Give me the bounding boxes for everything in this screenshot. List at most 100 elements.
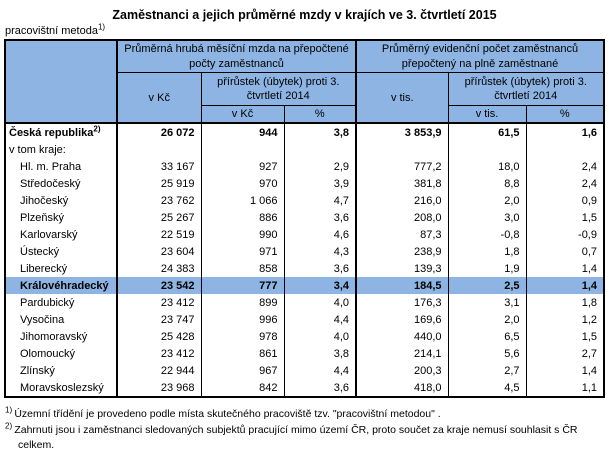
header-wage-change-kc: v Kč <box>200 105 285 124</box>
region-label: Jihomoravský <box>4 328 118 346</box>
value-cell: 1,4 <box>525 277 605 295</box>
value-cell: 200,3 <box>355 362 449 380</box>
value-cell: 1,1 <box>525 379 605 398</box>
value-cell: 440,0 <box>355 328 449 346</box>
footnote: 1) Územní třídění je provedeno podle mís… <box>5 405 441 421</box>
value-cell: 2,0 <box>447 311 527 329</box>
value-cell: 25 428 <box>116 328 202 346</box>
value-cell: 381,8 <box>355 175 449 193</box>
header-count-tis: v tis. <box>355 72 449 124</box>
value-cell: 1,5 <box>525 209 605 227</box>
value-cell: 176,3 <box>355 294 449 312</box>
value-cell <box>200 141 285 159</box>
value-cell: 1,8 <box>525 294 605 312</box>
header-row-change-units: v Kč % v tis. % <box>5 105 605 124</box>
header-count-change: přírůstek (úbytek) proti 3. čtvrtletí 20… <box>447 72 605 106</box>
value-cell: 1,4 <box>525 260 605 278</box>
value-cell: 1,8 <box>447 243 527 261</box>
header-wage-kc: v Kč <box>116 72 202 124</box>
table-row: Ústecký 23 604 971 4,3 238,9 1,8 0,7 <box>4 243 605 261</box>
value-cell: 6,5 <box>447 328 527 346</box>
footnote: 2) Zahrnuti jsou i zaměstnanci sledovaný… <box>5 421 578 451</box>
value-cell: 169,6 <box>355 311 449 329</box>
value-cell: 4,3 <box>283 243 357 261</box>
value-cell: 1,2 <box>525 311 605 329</box>
value-cell: 2,4 <box>525 158 605 176</box>
group-header-employees: Průměrný evidenční počet zaměstnanců pře… <box>355 39 605 73</box>
footnote-ref: 1) <box>5 405 15 415</box>
region-column-header <box>4 39 118 124</box>
region-label: Pardubický <box>4 294 118 312</box>
subtitle-text: pracovištní metoda <box>5 25 98 37</box>
value-cell <box>116 141 202 159</box>
value-cell: 3,1 <box>447 294 527 312</box>
header-count-change-pct: % <box>525 105 605 124</box>
value-cell: 978 <box>200 328 285 346</box>
value-cell: 2,7 <box>525 345 605 363</box>
table-row: Plzeňský 25 267 886 3,6 208,0 3,0 1,5 <box>4 209 605 227</box>
value-cell: 418,0 <box>355 379 449 398</box>
value-cell: 842 <box>200 379 285 398</box>
value-cell: 2,7 <box>447 362 527 380</box>
page-title: Zaměstnanci a jejich průměrné mzdy v kra… <box>112 8 497 22</box>
value-cell: 971 <box>200 243 285 261</box>
wages-table: Průměrná hrubá měsíční mzda na přepočten… <box>4 39 605 399</box>
region-label: Olomoucký <box>4 345 118 363</box>
value-cell: -0,9 <box>525 226 605 244</box>
region-label: Jihočeský <box>4 192 118 210</box>
header-wage-change-pct: % <box>283 105 357 124</box>
table-row: Jihomoravský 25 428 978 4,0 440,0 6,5 1,5 <box>4 328 605 346</box>
value-cell: 944 <box>200 123 285 142</box>
value-cell: 22 519 <box>116 226 202 244</box>
table-row: Karlovarský 22 519 990 4,6 87,3 -0,8 -0,9 <box>4 226 605 244</box>
value-cell: 23 747 <box>116 311 202 329</box>
value-cell: 970 <box>200 175 285 193</box>
value-cell: 26 072 <box>116 123 202 142</box>
value-cell: 61,5 <box>447 123 527 142</box>
region-label: Karlovarský <box>4 226 118 244</box>
value-cell: 87,3 <box>355 226 449 244</box>
table-header: Průměrná hrubá měsíční mzda na přepočten… <box>4 39 605 124</box>
value-cell <box>283 141 357 159</box>
value-cell: 990 <box>200 226 285 244</box>
subtitle-footnote-ref: 1) <box>97 22 106 32</box>
value-cell: 23 762 <box>116 192 202 210</box>
value-cell: 1,9 <box>447 260 527 278</box>
value-cell: 777 <box>200 277 285 295</box>
value-cell: 25 919 <box>116 175 202 193</box>
value-cell: 858 <box>200 260 285 278</box>
value-cell: -0,8 <box>447 226 527 244</box>
value-cell: 0,9 <box>525 192 605 210</box>
table-row: Vysočina 23 747 996 4,4 169,6 2,0 1,2 <box>4 311 605 329</box>
value-cell: 4,6 <box>283 226 357 244</box>
header-row-units: v Kč přírůstek (úbytek) proti 3. čtvrtle… <box>5 72 605 124</box>
value-cell: 861 <box>200 345 285 363</box>
region-label: Plzeňský <box>4 209 118 227</box>
value-cell: 3,6 <box>283 260 357 278</box>
table-row: Pardubický 23 412 899 4,0 176,3 3,1 1,8 <box>4 294 605 312</box>
value-cell: 0,7 <box>525 243 605 261</box>
value-cell: 3,9 <box>283 175 357 193</box>
value-cell: 3,8 <box>283 123 357 142</box>
value-cell: 1,4 <box>525 362 605 380</box>
value-cell: 3,6 <box>283 379 357 398</box>
value-cell: 2,9 <box>283 158 357 176</box>
value-cell: 23 968 <box>116 379 202 398</box>
value-cell: 23 412 <box>116 345 202 363</box>
footnote-ref: 2) <box>93 124 101 134</box>
value-cell: 139,3 <box>355 260 449 278</box>
value-cell: 23 604 <box>116 243 202 261</box>
table-row: Olomoucký 23 412 861 3,8 214,1 5,6 2,7 <box>4 345 605 363</box>
value-cell: 5,6 <box>447 345 527 363</box>
value-cell: 2,5 <box>447 277 527 295</box>
table-row: Hl. m. Praha 33 167 927 2,9 777,2 18,0 2,4 <box>4 158 605 176</box>
table-row: Moravskoslezský 23 968 842 3,6 418,0 4,5 1,1 <box>4 379 605 398</box>
value-cell: 996 <box>200 311 285 329</box>
table-row: Zlínský 22 944 967 4,4 200,3 2,7 1,4 <box>4 362 605 380</box>
value-cell: 208,0 <box>355 209 449 227</box>
value-cell: 899 <box>200 294 285 312</box>
value-cell: 24 383 <box>116 260 202 278</box>
header-wage-change: přírůstek (úbytek) proti 3. čtvrtletí 20… <box>200 72 357 106</box>
value-cell: 967 <box>200 362 285 380</box>
region-label: Liberecký <box>4 260 118 278</box>
